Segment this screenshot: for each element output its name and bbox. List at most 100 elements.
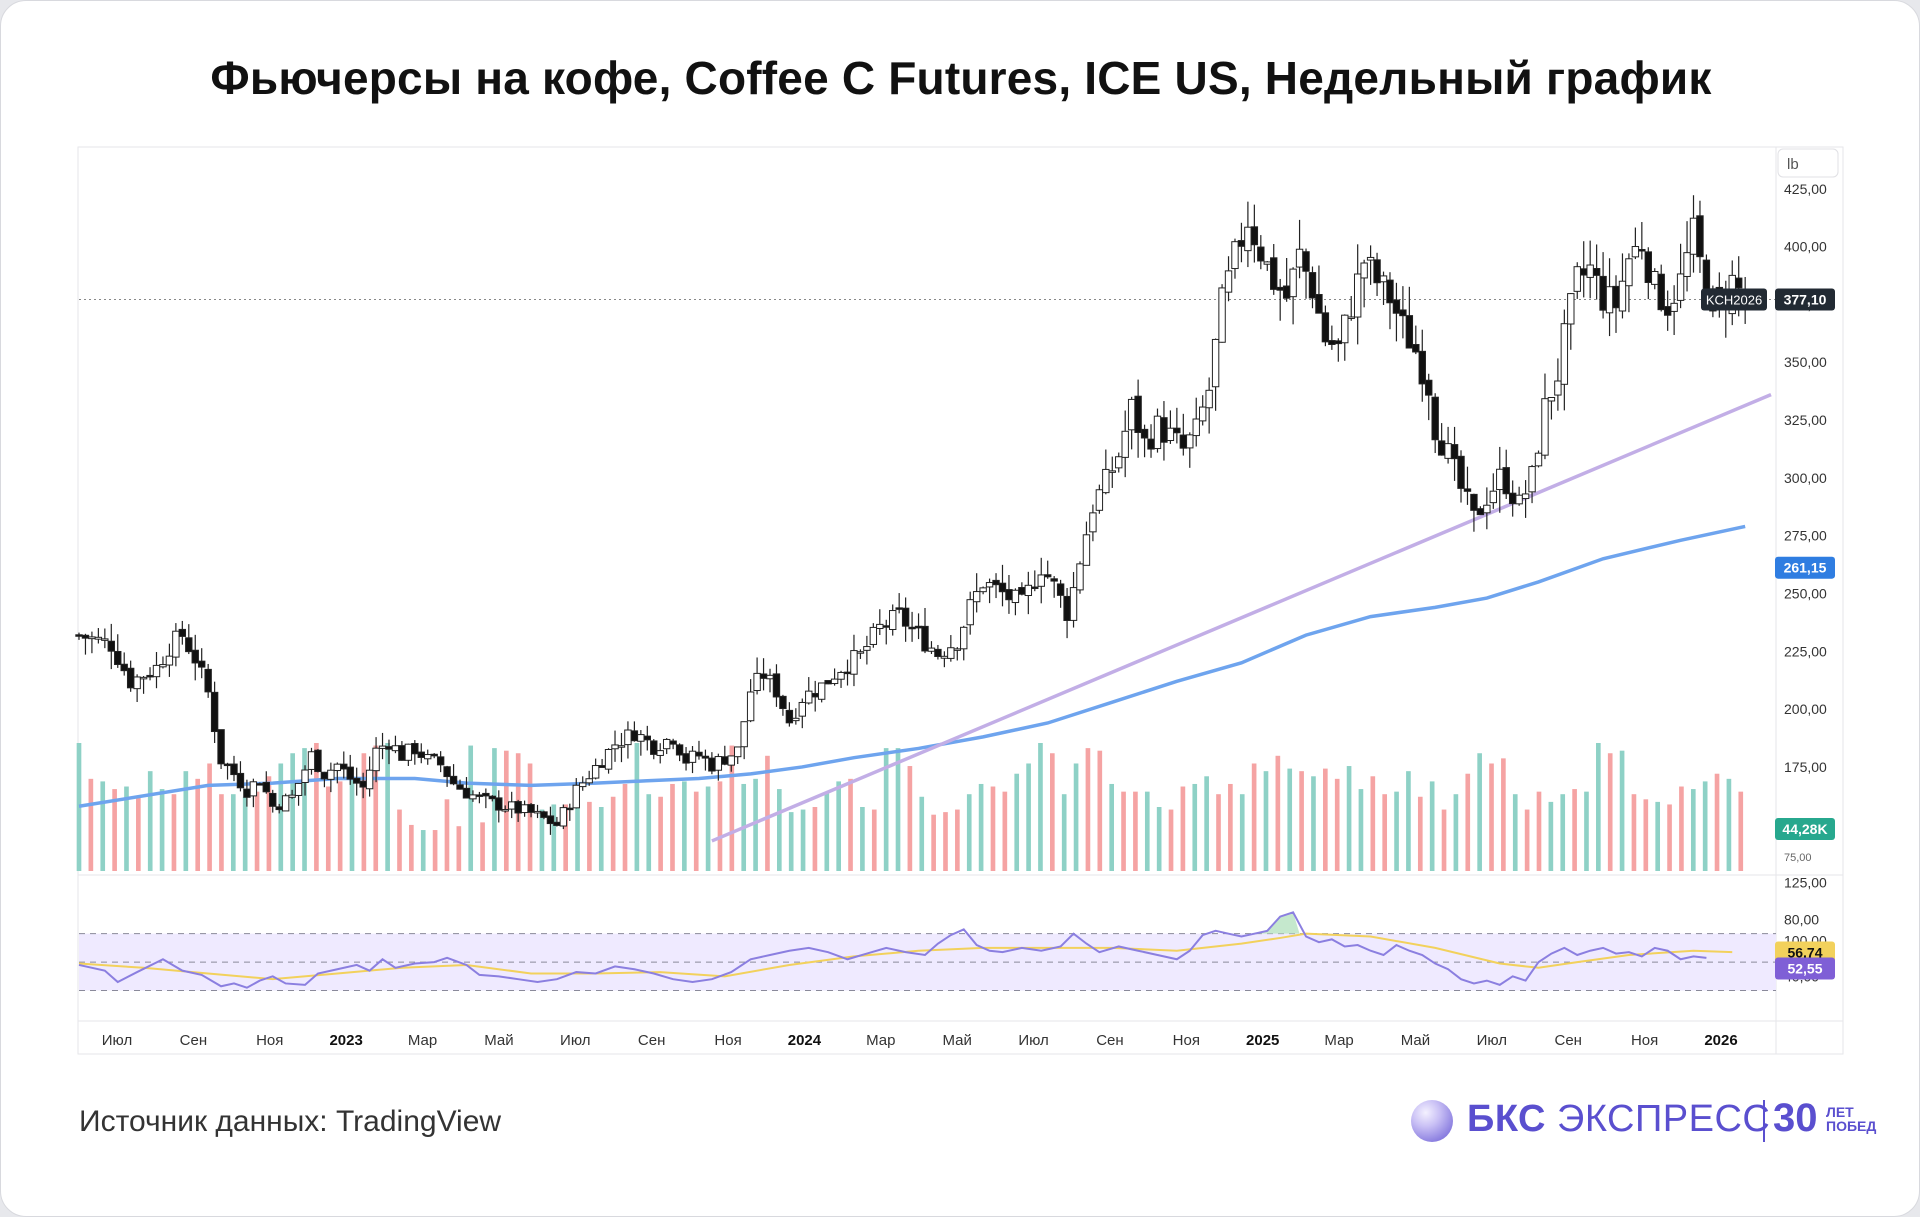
volume-bar [1228,783,1233,871]
price-tick-label: 200,00 [1784,701,1827,717]
candle-body [966,599,974,626]
volume-bar [1121,791,1126,871]
volume-bar [1050,753,1055,871]
volume-bar [527,763,533,871]
candle-body [1573,266,1581,292]
volume-bar [1584,791,1589,871]
candle-body [1024,584,1033,597]
candle-body [1341,314,1349,344]
volume-bar [539,809,545,871]
candle-body [960,626,968,650]
candle-body [701,755,710,759]
candle-body [714,756,723,771]
candle-body [1328,340,1336,345]
time-tick-label: Ноя [256,1032,283,1049]
candle-body [1134,395,1142,434]
candle-body [159,664,167,668]
moving-average [78,524,1746,808]
candle-body [1676,273,1685,301]
candle-body [598,765,606,768]
candle-body [1618,280,1627,312]
rsi-overbought-fill [1241,912,1300,934]
volume-bar [1109,783,1115,871]
candle-body [352,777,361,784]
candle-body [1315,294,1323,314]
volume-bar [385,743,390,871]
candle-body [411,743,419,755]
candle-body [236,772,245,789]
bks-express-logo[interactable]: БКС ЭКСПРЕСС 30 ЛЕТ ПОБЕД [1411,1096,1881,1148]
price-tick-label: 425,00 [1784,181,1827,197]
ma-value-badge: 261,15 [1784,560,1827,576]
volume-bar [1299,771,1304,871]
candle-body [708,757,716,772]
candle-body [378,745,387,749]
candle-body [1050,578,1058,582]
candle-body [533,810,542,814]
time-tick-label: Ноя [1173,1032,1200,1049]
candle-body [107,640,115,652]
candle-body [1011,589,1020,604]
volume-bar [705,786,711,871]
volume-bar [302,748,307,871]
candle-body [114,650,122,666]
candle-body [217,729,225,765]
volume-bar [230,794,236,871]
volume-bar [1085,748,1091,871]
volume-bar [895,748,901,871]
volume-bar [717,781,723,871]
candle-body [204,668,212,693]
volume-bar [1370,776,1376,871]
volume-bar [1180,786,1186,871]
candle-body [934,648,942,658]
ticker-badge-bg [1701,288,1767,311]
candle-body [320,771,329,780]
candle-body [546,815,555,825]
candle-body [1263,261,1271,265]
candle-body [301,769,309,783]
volume-bar [812,807,818,871]
rsi-lines [78,911,1733,989]
volume-bar [1311,776,1316,871]
volume-bar [1512,794,1518,871]
candle-body [1257,246,1265,262]
candle-body [223,763,232,767]
candle-body [275,806,283,811]
candle-body [1218,287,1226,343]
candle-body [624,729,632,746]
candle-body [482,792,490,797]
candle-body [566,807,574,811]
price-tick-label: 400,00 [1784,239,1827,255]
candle-body [1444,443,1452,459]
volume-bar [112,789,117,871]
volume-bar [278,763,284,871]
candle-body [921,625,929,652]
time-tick-label: 2026 [1704,1032,1737,1049]
candle-body [1282,285,1291,299]
candle-body [527,804,535,813]
ma-value-badge-bg [1775,556,1835,579]
candle-body [869,626,878,645]
price-tick-label: 175,00 [1784,759,1827,775]
candle-body [443,766,451,778]
candle-body [94,636,103,640]
candle-body [249,781,258,797]
volume-bar [1501,758,1506,871]
volume-bars [76,743,1744,871]
volume-bar [266,776,272,871]
volume-bar [1453,794,1459,871]
time-tick-label: Май [1401,1032,1430,1049]
candle-body [1450,444,1459,460]
volume-bar [919,796,925,871]
candle-body [656,750,664,756]
candle-body [1102,468,1110,494]
candle-body [889,610,897,631]
rsi-tick-label: 80,00 [1784,911,1819,927]
candle-body [146,674,154,678]
volume-bar [753,778,758,871]
volume-bar [1643,799,1649,871]
candle-body [1276,286,1284,291]
trend-line [711,392,1772,843]
candle-body [837,671,845,680]
